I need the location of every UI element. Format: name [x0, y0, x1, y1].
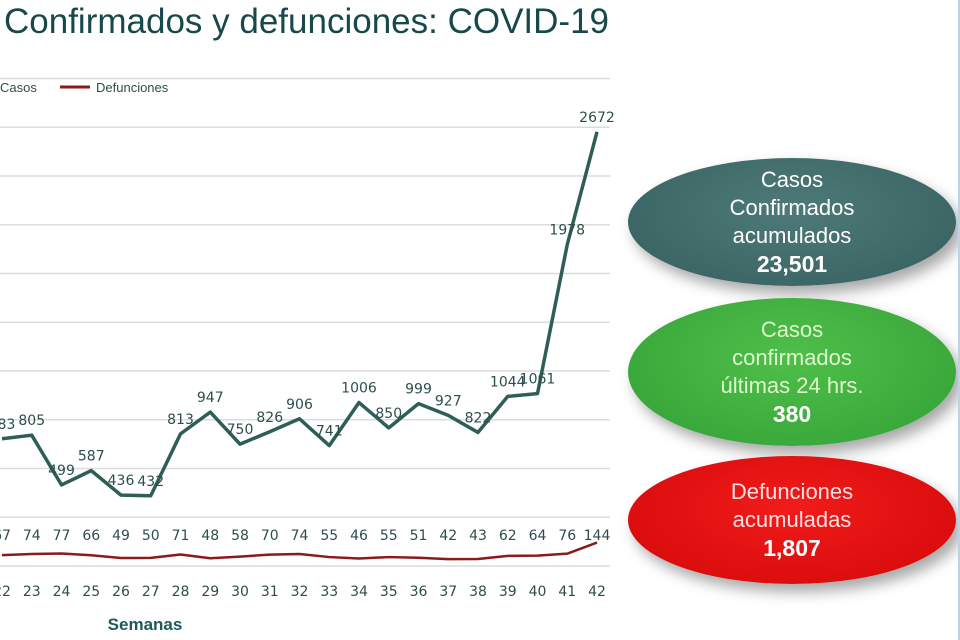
x-tick-label: 32 [291, 584, 309, 600]
data-label: 2672 [579, 110, 615, 126]
data-label: 66 [82, 528, 100, 544]
card-value: 380 [772, 401, 812, 427]
x-tick-label: 42 [588, 584, 606, 600]
card-value: 1,807 [763, 535, 821, 561]
x-tick-label: 36 [410, 584, 428, 600]
card-casos-24hrs: Casos confirmados últimas 24 hrs. 380 [628, 298, 956, 446]
x-tick-label: 31 [261, 584, 279, 600]
chart-title: Confirmados y defunciones: COVID-19 [4, 2, 609, 41]
data-label: 826 [256, 410, 283, 426]
data-label: 587 [78, 449, 105, 465]
data-label: 55 [380, 528, 398, 544]
line-chart: 7838054995874364328139477508269067411006… [0, 77, 615, 634]
data-label: 499 [48, 463, 75, 479]
card-label: Defunciones [730, 479, 854, 504]
data-label: 805 [18, 413, 45, 429]
card-value: 23,501 [756, 251, 828, 277]
data-label: 49 [112, 528, 130, 544]
card-label: últimas 24 hrs. [720, 373, 864, 398]
data-label: 906 [286, 397, 313, 413]
x-tick-label: 26 [112, 584, 130, 600]
card-label: confirmados [732, 345, 852, 370]
card-label: acumuladas [732, 507, 852, 532]
x-tick-label: 29 [201, 584, 219, 600]
data-label: 71 [172, 528, 190, 544]
x-tick-label: 40 [529, 584, 547, 600]
x-tick-label: 24 [53, 584, 71, 600]
data-label: 48 [201, 528, 219, 544]
x-axis-label: Semanas [108, 615, 183, 634]
card-label: Casos [760, 317, 824, 342]
data-label: 67 [0, 528, 11, 544]
data-label: 436 [108, 473, 135, 489]
x-tick-label: 27 [142, 584, 160, 600]
card-casos-acumulados: Casos Confirmados acumulados 23,501 [628, 158, 956, 286]
data-label: 1044 [490, 374, 526, 390]
x-tick-label: 34 [350, 584, 368, 600]
data-label: 55 [320, 528, 338, 544]
card-defunciones-acumuladas: Defunciones acumuladas 1,807 [628, 456, 956, 584]
data-label: 1006 [341, 381, 377, 397]
card-label: acumulados [732, 223, 852, 248]
x-tick-label: 28 [172, 584, 190, 600]
data-label: 999 [405, 382, 432, 398]
data-label: 927 [435, 393, 462, 409]
data-label: 813 [167, 412, 194, 428]
data-label: 64 [529, 528, 547, 544]
data-label: 62 [499, 528, 517, 544]
data-label: 750 [227, 422, 254, 438]
data-label: 76 [558, 528, 576, 544]
x-tick-label: 30 [231, 584, 249, 600]
x-tick-label: 37 [439, 584, 457, 600]
data-label: 947 [197, 390, 224, 406]
data-label: 42 [439, 528, 457, 544]
data-label: 741 [316, 424, 343, 440]
data-label: 783 [0, 417, 15, 433]
data-label: 1978 [549, 223, 585, 239]
data-label: 46 [350, 528, 368, 544]
data-label: 77 [53, 528, 71, 544]
x-tick-label: 39 [499, 584, 517, 600]
x-tick-label: 35 [380, 584, 398, 600]
data-label: 74 [291, 528, 309, 544]
data-label: 1061 [520, 372, 556, 388]
card-label: Casos [760, 167, 824, 192]
data-label: 58 [231, 528, 249, 544]
data-label: 43 [469, 528, 487, 544]
data-label: 822 [465, 410, 492, 426]
data-label: 70 [261, 528, 279, 544]
divider [958, 0, 960, 640]
x-tick-label: 25 [82, 584, 100, 600]
x-tick-label: 22 [0, 584, 11, 600]
card-label: Confirmados [729, 195, 855, 220]
data-label: 74 [23, 528, 41, 544]
legend-label-defunciones: Defunciones [96, 80, 169, 95]
x-tick-label: 23 [23, 584, 41, 600]
data-label: 50 [142, 528, 160, 544]
data-label: 850 [375, 406, 402, 422]
legend-label-casos: Casos [0, 80, 37, 95]
data-label: 144 [584, 528, 611, 544]
x-tick-label: 38 [469, 584, 487, 600]
series-line-casos [1, 131, 599, 498]
x-tick-label: 41 [558, 584, 576, 600]
data-label: 51 [410, 528, 428, 544]
x-tick-label: 33 [320, 584, 338, 600]
data-label: 432 [137, 474, 164, 490]
series-line-defunciones [1, 541, 598, 561]
